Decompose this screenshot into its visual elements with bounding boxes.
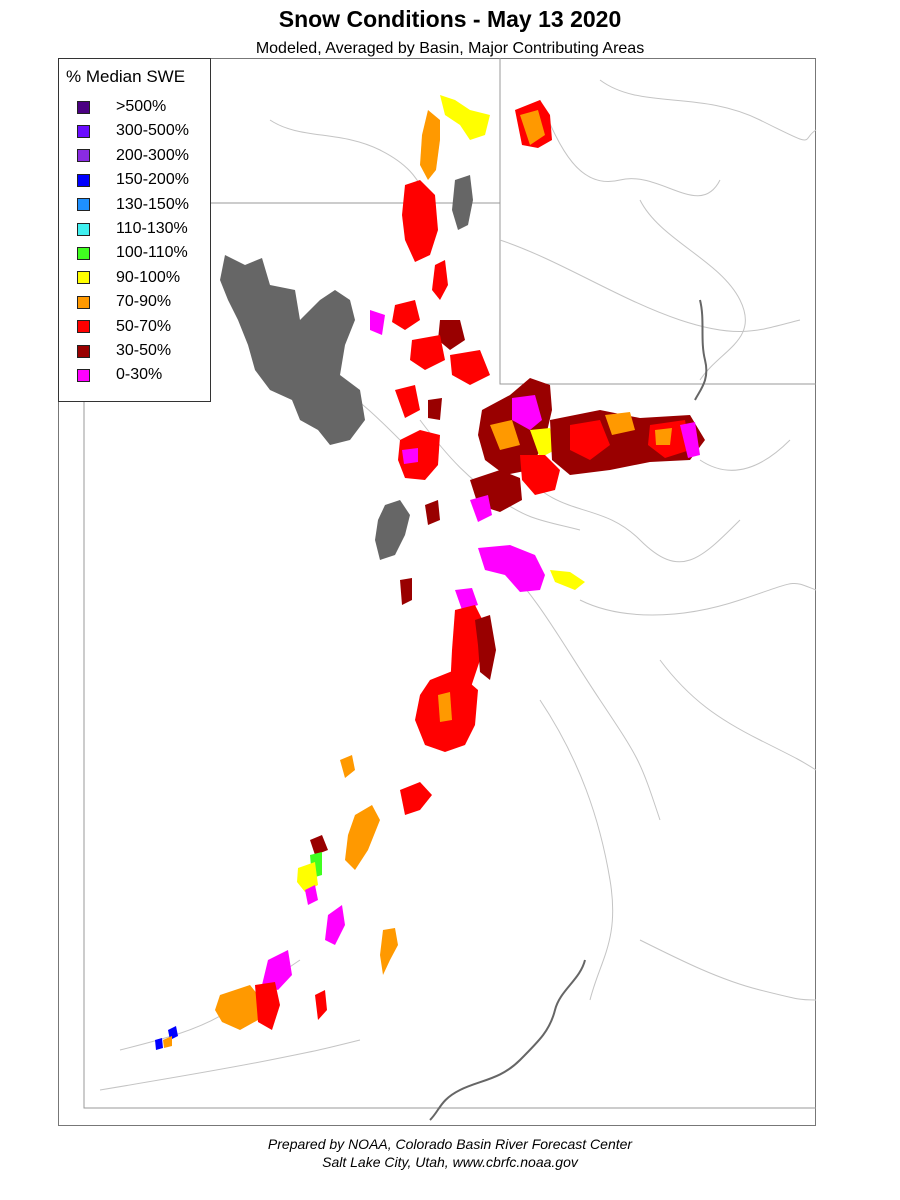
basin-polygon	[262, 950, 292, 990]
basin-polygon	[325, 905, 345, 945]
legend-item: 30-50%	[77, 341, 171, 361]
basin-polygon	[520, 110, 545, 145]
basin-polygon	[550, 570, 585, 590]
basin-polygon	[410, 335, 445, 370]
basin-polygon	[297, 862, 318, 892]
basin-polygon	[340, 755, 355, 778]
great-salt-lake	[220, 255, 365, 445]
basin-polygon	[398, 430, 440, 480]
legend-label: 100-110%	[116, 244, 188, 262]
legend-label: 90-100%	[116, 268, 181, 286]
basin-polygon	[478, 545, 545, 592]
legend-swatch	[77, 198, 90, 212]
footer-credit: Prepared by NOAA, Colorado Basin River F…	[267, 1136, 633, 1152]
map-title: Snow Conditions - May 13 2020	[278, 6, 622, 32]
basin-polygon	[315, 990, 327, 1020]
legend-swatch	[77, 124, 90, 138]
basin-polygon	[520, 455, 560, 495]
legend-item: 200-300%	[77, 146, 189, 166]
basin-polygon	[512, 395, 542, 430]
legend-label: 200-300%	[116, 146, 189, 164]
legend-swatch	[77, 246, 90, 260]
basin-polygon	[655, 428, 672, 445]
basin-polygon	[392, 300, 420, 330]
bear-lake	[452, 175, 473, 230]
basin-polygon	[530, 428, 555, 458]
legend-swatch	[77, 100, 90, 114]
legend-item: 150-200%	[77, 170, 189, 190]
legend-swatch	[77, 295, 90, 309]
basin-polygon	[310, 835, 328, 855]
legend-item: >500%	[77, 97, 166, 117]
basin-polygon	[425, 500, 440, 525]
basin-polygon	[455, 588, 478, 610]
basin-polygon	[450, 350, 490, 385]
basin-polygon	[215, 985, 262, 1030]
legend-swatch	[77, 271, 90, 285]
legend-item: 300-500%	[77, 121, 189, 141]
basin-polygon	[255, 982, 280, 1030]
basin-polygon	[402, 448, 418, 464]
basin-polygon	[490, 420, 520, 450]
basin-polygon	[400, 782, 432, 815]
basin-polygon	[395, 385, 420, 418]
legend-swatch	[77, 320, 90, 334]
basin-polygon	[168, 1026, 178, 1040]
legend-item: 90-100%	[77, 268, 180, 288]
legend-swatch	[77, 222, 90, 236]
basin-polygon	[155, 1038, 163, 1050]
legend-swatch	[77, 344, 90, 358]
basin-polygon	[432, 260, 448, 300]
snow-basins	[155, 95, 705, 1050]
state-boundaries	[83, 58, 816, 1109]
legend-swatch	[77, 368, 90, 382]
legend-label: >500%	[116, 98, 167, 115]
basin-polygon	[470, 495, 492, 522]
basin-polygon	[440, 95, 490, 140]
basin-polygon	[475, 615, 496, 680]
basin-polygon	[605, 412, 635, 435]
legend-label: 30-50%	[116, 342, 172, 359]
legend-item: 70-90%	[77, 292, 171, 312]
legend-swatch	[77, 173, 90, 187]
colorado-river	[429, 299, 708, 1121]
basin-polygon	[680, 422, 700, 458]
legend-label: 0-30%	[116, 366, 163, 384]
legend-label: 70-90%	[116, 293, 172, 311]
legend-label: 50-70%	[116, 317, 172, 335]
legend-item: 110-130%	[77, 219, 188, 239]
lakes	[220, 175, 473, 560]
basin-polygon	[163, 1036, 172, 1048]
basin-polygon	[438, 320, 465, 350]
basin-polygon	[370, 310, 385, 335]
legend-label: 130-150%	[116, 195, 189, 213]
basin-polygon	[420, 110, 440, 180]
legend-label: 150-200%	[116, 171, 189, 189]
utah-lake	[375, 500, 410, 560]
basin-polygon	[428, 398, 442, 420]
legend-label: 110-130%	[116, 220, 188, 237]
basin-polygon	[570, 420, 610, 460]
legend-title: % Median SWE	[66, 67, 186, 86]
legend-item: 50-70%	[77, 317, 171, 337]
legend: % Median SWE >500% 300-500% 200-300% 150-20…	[58, 58, 211, 402]
legend-item: 130-150%	[77, 195, 189, 215]
basin-polygon	[345, 805, 380, 870]
footer-location: Salt Lake City, Utah, www.cbrfc.noaa.gov	[322, 1154, 578, 1170]
basin-polygon	[438, 692, 452, 722]
legend-item: 100-110%	[77, 243, 188, 263]
legend-swatch	[77, 149, 90, 163]
legend-label: 300-500%	[116, 122, 189, 140]
basin-polygon	[400, 578, 412, 605]
basin-polygon	[305, 885, 318, 905]
basin-polygon	[380, 928, 398, 975]
legend-item: 0-30%	[77, 365, 162, 385]
basin-polygon	[402, 180, 438, 262]
map-subtitle: Modeled, Averaged by Basin, Major Contri…	[255, 40, 645, 57]
